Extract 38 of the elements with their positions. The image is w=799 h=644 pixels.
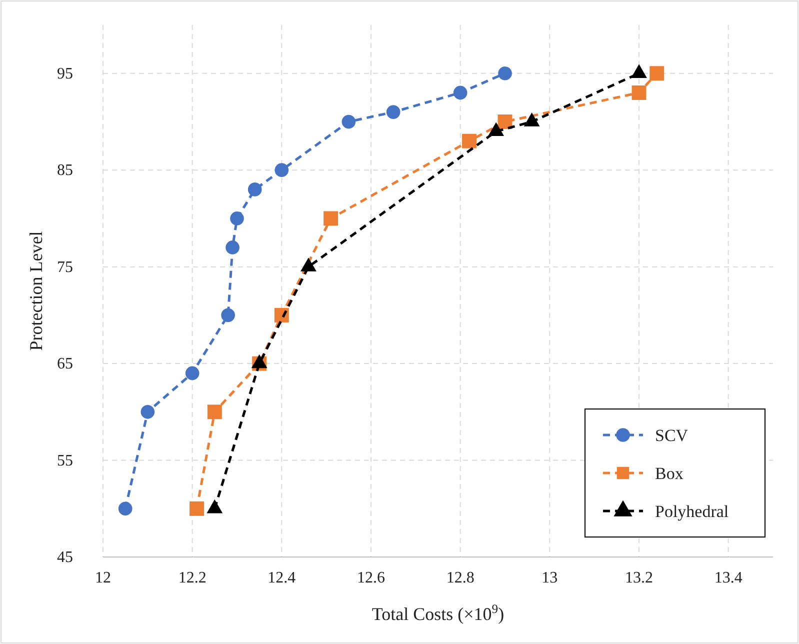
point bbox=[274, 163, 289, 177]
point bbox=[498, 114, 512, 129]
x-tick-label: 13.4 bbox=[714, 569, 742, 586]
point bbox=[248, 182, 262, 196]
point bbox=[118, 502, 132, 516]
point bbox=[462, 134, 477, 148]
point bbox=[386, 105, 400, 119]
legend-label: Polyhedral bbox=[655, 502, 729, 521]
x-tick-label: 13 bbox=[542, 569, 558, 586]
point bbox=[185, 366, 200, 380]
x-tick-label: 12.4 bbox=[268, 569, 296, 586]
point bbox=[342, 114, 356, 129]
x-tick-label: 12.8 bbox=[446, 569, 474, 586]
point bbox=[140, 405, 155, 419]
x-axis-title: Total Costs (×10$^{9}$) bbox=[372, 602, 504, 624]
x-tick-label: 13.2 bbox=[625, 569, 653, 586]
x-tick-label: 12.2 bbox=[178, 569, 206, 586]
point bbox=[650, 66, 664, 81]
y-tick-label: 55 bbox=[57, 452, 73, 470]
y-tick-label: 75 bbox=[57, 258, 73, 276]
y-tick-label: 95 bbox=[57, 65, 73, 82]
point bbox=[226, 240, 240, 254]
point bbox=[453, 86, 468, 100]
point bbox=[324, 211, 338, 226]
legend-label: Box bbox=[655, 464, 684, 483]
y-tick-label: 45 bbox=[57, 549, 73, 566]
y-tick-label: 85 bbox=[57, 162, 73, 180]
point bbox=[230, 212, 244, 226]
point bbox=[221, 308, 235, 322]
legend-label: SCV bbox=[655, 426, 689, 445]
point bbox=[207, 404, 222, 420]
y-axis-title: Protection Level bbox=[26, 231, 46, 351]
point bbox=[632, 85, 646, 100]
x-tick-label: 12.6 bbox=[357, 569, 385, 586]
point bbox=[190, 501, 204, 516]
x-tick-label: 12 bbox=[95, 569, 111, 586]
y-tick-label: 65 bbox=[57, 356, 73, 373]
point bbox=[498, 66, 512, 80]
